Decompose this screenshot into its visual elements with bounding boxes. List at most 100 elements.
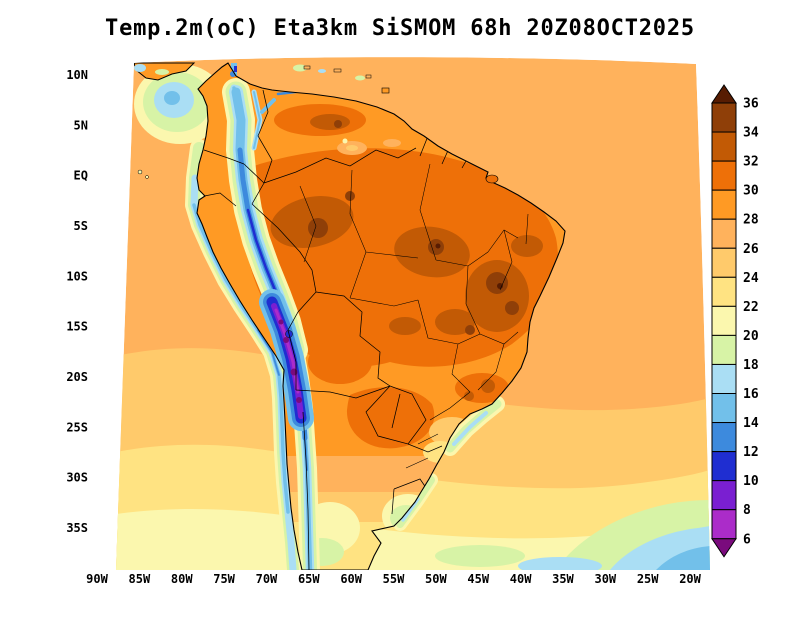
hot-patch — [464, 391, 474, 401]
lon-tick-label: 55W — [383, 572, 405, 586]
trinidad-island — [381, 87, 390, 94]
colorbar-segment — [711, 334, 737, 365]
colorbar-tick-label: 28 — [743, 213, 759, 228]
lon-tick-label: 90W — [86, 572, 108, 586]
lat-tick-label: 15S — [66, 320, 88, 334]
colorbar-segment — [711, 189, 737, 220]
hottest-spot — [486, 272, 508, 294]
colorbar-tick-label: 32 — [743, 155, 759, 170]
coldest-spot — [283, 337, 289, 343]
lat-tick-label: 20S — [66, 370, 88, 384]
se-coastal-cool-strip — [393, 396, 505, 531]
galapagos-island — [137, 169, 143, 175]
lon-tick-label: 50W — [425, 572, 447, 586]
colorbar-segment — [711, 247, 737, 278]
temp-speck — [134, 64, 146, 72]
lon-tick-label: 85W — [129, 572, 151, 586]
lat-tick-label: 10S — [66, 269, 88, 283]
coldest-spot — [296, 397, 302, 403]
colorbar-tick-label: 10 — [743, 474, 759, 489]
ocean-band-pale — [116, 508, 710, 570]
lon-tick-label: 75W — [213, 572, 235, 586]
lon-tick-label: 40W — [510, 572, 532, 586]
colorbar-tick-label: 24 — [743, 271, 759, 286]
colorbar-tick-label: 16 — [743, 387, 759, 402]
colorbar-tick-label: 6 — [743, 532, 751, 547]
lon-tick-label: 70W — [256, 572, 278, 586]
lat-tick-label: 10N — [66, 68, 88, 82]
lat-tick-label: 30S — [66, 471, 88, 485]
colorbar-arrow-top — [711, 84, 737, 104]
nw-cool-4 — [164, 91, 180, 105]
caribbean-island — [303, 65, 311, 70]
colorbar-tick-label: 14 — [743, 416, 759, 431]
lat-tick-label: EQ — [74, 169, 88, 183]
colorbar-segment — [711, 480, 737, 511]
colorbar-tick-label: 8 — [743, 503, 751, 518]
temp-speck — [318, 69, 326, 73]
state-borders — [299, 163, 529, 469]
colorbar-segment — [711, 451, 737, 482]
lon-tick-label: 30W — [594, 572, 616, 586]
extreme-spot — [435, 243, 441, 249]
lon-tick-label: 80W — [171, 572, 193, 586]
lat-tick-label: 5N — [74, 118, 88, 132]
hot-patch — [511, 235, 543, 257]
colorbar-segment — [711, 305, 737, 336]
colorbar-tick-label: 12 — [743, 445, 759, 460]
colorbar-tick-label: 30 — [743, 184, 759, 199]
temp-speck — [234, 66, 237, 72]
se-cyan-streak — [518, 557, 602, 570]
hottest-spot — [345, 191, 355, 201]
lon-tick-label: 60W — [340, 572, 362, 586]
hottest-spot — [334, 120, 342, 128]
lon-tick-label: 35W — [552, 572, 574, 586]
marajo-island — [485, 174, 499, 184]
hot-patch — [389, 317, 421, 335]
coldest-spot — [278, 319, 284, 325]
hottest-spot — [308, 218, 328, 238]
hot-patch — [435, 309, 475, 335]
temp-speck — [293, 64, 307, 72]
colorbar-segment — [711, 422, 737, 453]
extreme-spot — [497, 283, 503, 289]
coldest-spot — [290, 368, 298, 376]
lon-tick-label: 65W — [298, 572, 320, 586]
chart-title: Temp.2m(oC) Eta3km SiSMOM 68h 20Z08OCT20… — [105, 16, 695, 41]
colorbar-tick-label: 36 — [743, 97, 759, 112]
colorbar-arrow-bottom — [711, 538, 737, 558]
chaco-hot — [346, 387, 435, 449]
latitude-axis: 10N 5N EQ 5S 10S 15S 20S 25S 30S 35S — [66, 68, 88, 535]
guiana-highlands — [383, 139, 401, 147]
lat-tick-label: 25S — [66, 420, 88, 434]
hot-patch — [481, 379, 495, 393]
temperature-field — [116, 57, 710, 570]
caribbean-island — [365, 74, 372, 79]
longitude-axis: 90W 85W 80W 75W 70W 65W 60W 55W 50W 45W 40W 35W 30W 2… — [86, 572, 701, 586]
temp-speck — [342, 138, 348, 144]
se-ocean-deepblue — [656, 546, 710, 570]
lon-tick-label: 20W — [679, 572, 701, 586]
guiana-highlands — [346, 145, 358, 151]
hot-patch — [310, 114, 350, 130]
colorbar-segment — [711, 160, 737, 191]
colorbar-segment — [711, 131, 737, 162]
colorbar-tick-label: 34 — [743, 126, 759, 141]
colorbar-segment — [711, 276, 737, 307]
colorbar-segment — [711, 102, 737, 133]
colorbar-segment — [711, 363, 737, 395]
colorbar-segment — [711, 218, 737, 249]
hottest-spot — [465, 325, 475, 335]
colorbar-tick-label: 18 — [743, 358, 759, 373]
bolivia-lowland-hot — [308, 340, 372, 384]
lon-tick-label: 25W — [637, 572, 659, 586]
colorbar-segment — [711, 393, 737, 424]
hottest-spot — [505, 301, 519, 315]
lon-tick-label: 45W — [467, 572, 489, 586]
galapagos-island — [145, 175, 149, 179]
caribbean-island — [333, 68, 342, 73]
colorbar-tick-label: 22 — [743, 300, 759, 315]
temp-speck — [355, 75, 365, 81]
lat-tick-label: 5S — [74, 219, 88, 233]
